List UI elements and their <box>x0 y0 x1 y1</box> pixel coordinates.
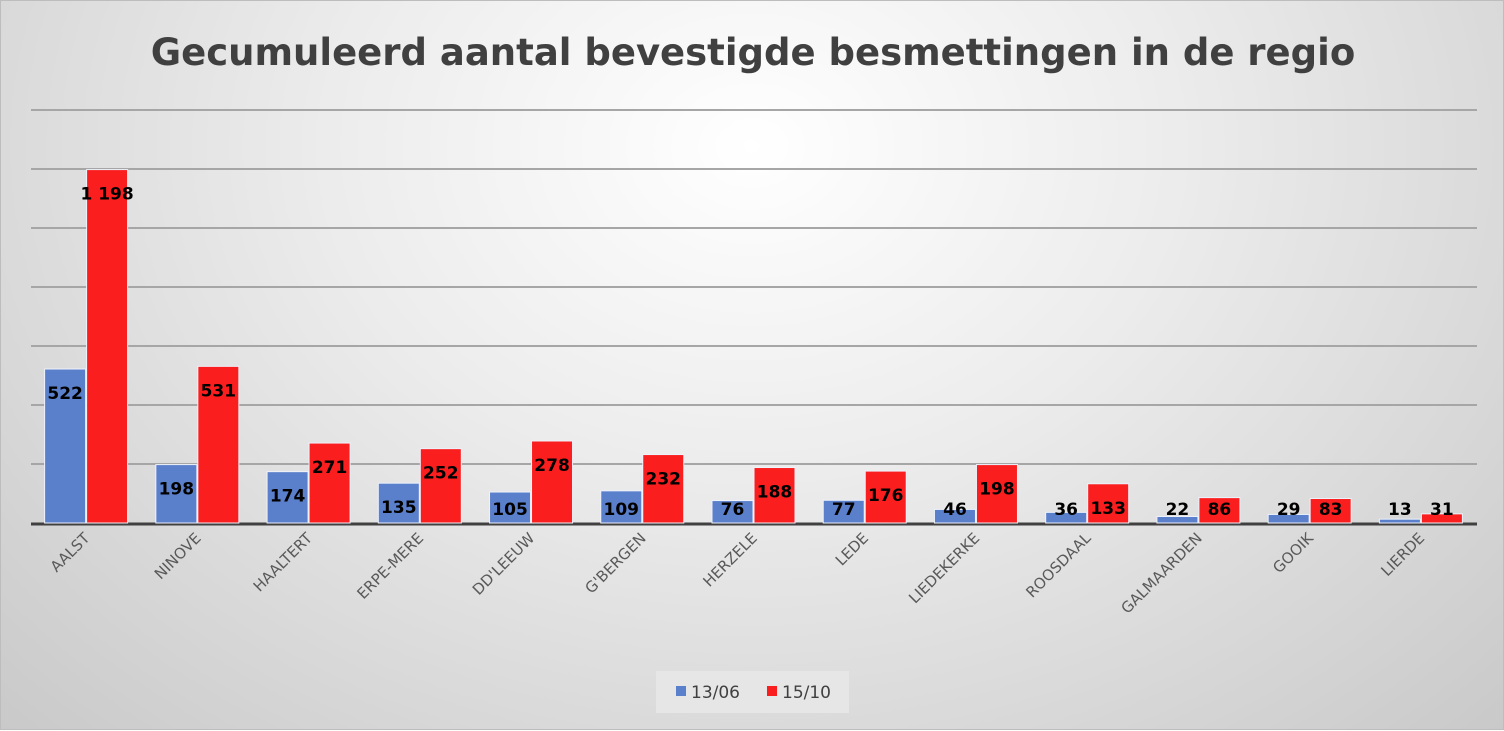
data-label: 46 <box>943 500 967 520</box>
data-label: 76 <box>721 500 745 520</box>
x-tick-label: LEDE <box>832 529 872 569</box>
bar-15/10 <box>753 467 796 524</box>
bar-13/06 <box>266 471 309 524</box>
bar-13/06 <box>1156 516 1199 524</box>
x-tick-label: LIEDEKERKE <box>905 529 983 607</box>
data-label: 83 <box>1319 500 1343 520</box>
bars <box>44 169 1463 524</box>
bar-13/06 <box>1045 511 1088 524</box>
bar-13/06 <box>1378 518 1421 524</box>
data-label: 86 <box>1208 500 1232 520</box>
bar-15/10 <box>975 464 1018 524</box>
bar-13/06 <box>711 500 754 524</box>
data-label: 133 <box>1090 499 1126 519</box>
legend-swatch <box>767 686 777 696</box>
data-labels: 522 1 198 198 531 174 271 135 252 105 278 109 232 76… <box>47 185 1453 520</box>
data-label: 13 <box>1388 500 1412 520</box>
bar-13/06 <box>44 368 87 524</box>
x-tick-label: DD'LEEUW <box>469 529 539 599</box>
legend-box <box>656 671 849 713</box>
data-label: 271 <box>312 458 348 478</box>
data-label: 278 <box>534 456 570 476</box>
bar-13/06 <box>933 508 976 524</box>
data-label: 531 <box>201 381 237 401</box>
data-label: 31 <box>1430 500 1454 520</box>
x-tick-label: GALMAARDEN <box>1118 529 1206 617</box>
x-tick-label: HAALTERT <box>250 529 317 596</box>
data-label: 176 <box>868 486 904 506</box>
data-label: 77 <box>832 500 856 520</box>
x-tick-label: NINOVE <box>151 529 205 583</box>
data-label: 109 <box>604 500 640 520</box>
data-label: 135 <box>381 498 417 518</box>
data-label: 174 <box>270 487 306 507</box>
x-tick-label: LIERDE <box>1378 529 1429 580</box>
legend-label: 15/10 <box>782 683 831 703</box>
bar-15/10 <box>864 470 907 524</box>
bar-15/10 <box>1420 513 1463 524</box>
legend-label: 13/06 <box>691 683 740 703</box>
chart-title: Gecumuleerd aantal bevestigde besmetting… <box>151 31 1356 74</box>
bar-13/06 <box>377 482 420 524</box>
bar-15/10 <box>642 454 685 524</box>
data-label: 22 <box>1166 500 1190 520</box>
data-label: 232 <box>646 470 682 490</box>
bar-13/06 <box>600 490 643 524</box>
data-label: 29 <box>1277 500 1301 520</box>
data-label: 522 <box>47 384 83 404</box>
data-label: 105 <box>492 500 528 520</box>
bar-15/10 <box>86 169 129 524</box>
legend: 13/06 15/10 <box>656 671 849 713</box>
bar-13/06 <box>489 491 532 524</box>
x-axis-ticks: AALST NINOVE HAALTERT ERPE-MERE DD'LEEUW G'BE… <box>47 528 1428 617</box>
bar-13/06 <box>155 464 198 524</box>
data-label: 198 <box>159 480 195 500</box>
bar-15/10 <box>1198 497 1241 524</box>
gridlines <box>31 109 1477 526</box>
x-tick-label: GOOIK <box>1269 528 1318 577</box>
bar-15/10 <box>1309 498 1352 524</box>
bar-15/10 <box>419 448 462 524</box>
bar-15/10 <box>197 365 240 524</box>
bar-15/10 <box>1087 483 1130 524</box>
x-tick-label: ROOSDAAL <box>1022 529 1095 602</box>
x-tick-label: AALST <box>47 529 94 576</box>
data-label: 1 198 <box>80 185 133 205</box>
data-label: 198 <box>979 480 1015 500</box>
x-tick-label: ERPE-MERE <box>353 529 427 603</box>
data-label: 188 <box>757 483 793 503</box>
bar-15/10 <box>531 440 574 524</box>
legend-swatch <box>676 686 686 696</box>
x-tick-label: HERZELE <box>699 529 760 590</box>
bar-13/06 <box>822 499 865 524</box>
bar-15/10 <box>308 442 351 524</box>
x-tick-label: G'BERGEN <box>582 529 650 597</box>
data-label: 252 <box>423 464 459 484</box>
bar-13/06 <box>1267 513 1310 524</box>
data-label: 36 <box>1054 500 1078 520</box>
